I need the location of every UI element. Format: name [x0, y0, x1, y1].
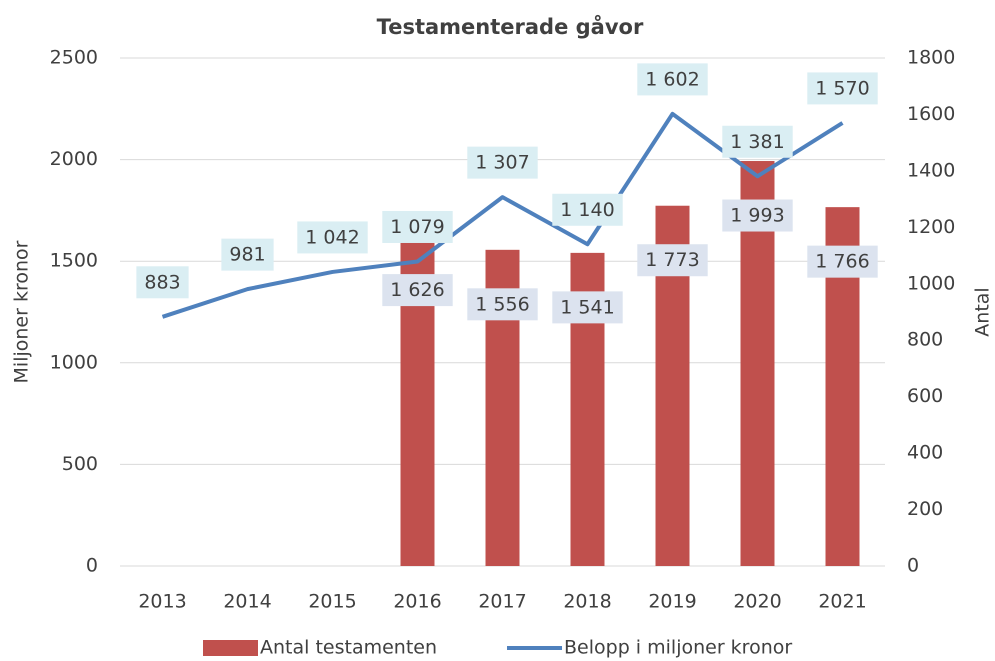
x-tick-label: 2018 [563, 591, 611, 613]
data-label-box [297, 221, 368, 254]
legend-label: Antal testamenten [260, 637, 437, 659]
data-label-box [807, 245, 878, 278]
x-tick-label: 2014 [223, 591, 271, 613]
data-label: 1 140 [560, 199, 614, 221]
y2-tick-label: 1200 [907, 216, 955, 238]
y2-tick-label: 200 [907, 498, 943, 520]
y-tick-label: 500 [62, 453, 98, 475]
data-label-box [637, 244, 708, 277]
legend-label: Belopp i miljoner kronor [564, 637, 792, 659]
data-label: 883 [144, 271, 180, 293]
y2-tick-label: 1800 [907, 47, 955, 69]
data-label-box [221, 238, 274, 271]
data-label-box [136, 266, 189, 299]
data-label-box [807, 72, 878, 105]
data-label: 1 570 [815, 77, 869, 99]
x-tick-label: 2021 [818, 591, 866, 613]
y2-tick-label: 800 [907, 329, 943, 351]
y2-tick-label: 0 [907, 555, 919, 577]
x-tick-label: 2019 [648, 591, 696, 613]
data-label: 1 079 [390, 216, 444, 238]
x-tick-label: 2017 [478, 591, 526, 613]
data-label: 981 [229, 244, 265, 266]
y-tick-label: 2000 [50, 148, 98, 170]
data-label: 1 307 [475, 152, 529, 174]
y-axis-label: Miljoner kronor [11, 240, 33, 383]
data-label: 1 602 [645, 68, 699, 90]
data-label: 1 042 [305, 226, 359, 248]
data-label-box [382, 274, 453, 307]
x-tick-label: 2020 [733, 591, 781, 613]
x-tick-label: 2013 [138, 591, 186, 613]
y-tick-label: 2500 [50, 47, 98, 69]
data-label: 1 381 [730, 131, 784, 153]
data-label-box [722, 125, 793, 158]
data-label: 1 993 [730, 205, 784, 227]
data-label: 1 556 [475, 293, 529, 315]
legend-swatch [203, 640, 258, 656]
data-label-box [722, 199, 793, 232]
y2-axis-label: Antal [972, 287, 994, 336]
data-label: 1 626 [390, 279, 444, 301]
data-label-box [467, 288, 538, 321]
y2-tick-label: 1000 [907, 272, 955, 294]
y2-tick-label: 1400 [907, 159, 955, 181]
x-tick-label: 2015 [308, 591, 356, 613]
data-label: 1 766 [815, 251, 869, 273]
data-label: 1 773 [645, 249, 699, 271]
y-tick-label: 1500 [50, 250, 98, 272]
y-tick-label: 1000 [50, 351, 98, 373]
data-label-box [467, 146, 538, 179]
data-label-box [637, 63, 708, 96]
data-label-box [552, 193, 623, 226]
data-label: 1 541 [560, 296, 614, 318]
y2-tick-label: 400 [907, 442, 943, 464]
chart-title: Testamenterade gåvor [377, 14, 644, 39]
y2-tick-label: 1600 [907, 103, 955, 125]
x-tick-label: 2016 [393, 591, 441, 613]
data-label-box [552, 291, 623, 324]
data-label-box [382, 210, 453, 243]
y-tick-label: 0 [86, 555, 98, 577]
y2-tick-label: 600 [907, 385, 943, 407]
